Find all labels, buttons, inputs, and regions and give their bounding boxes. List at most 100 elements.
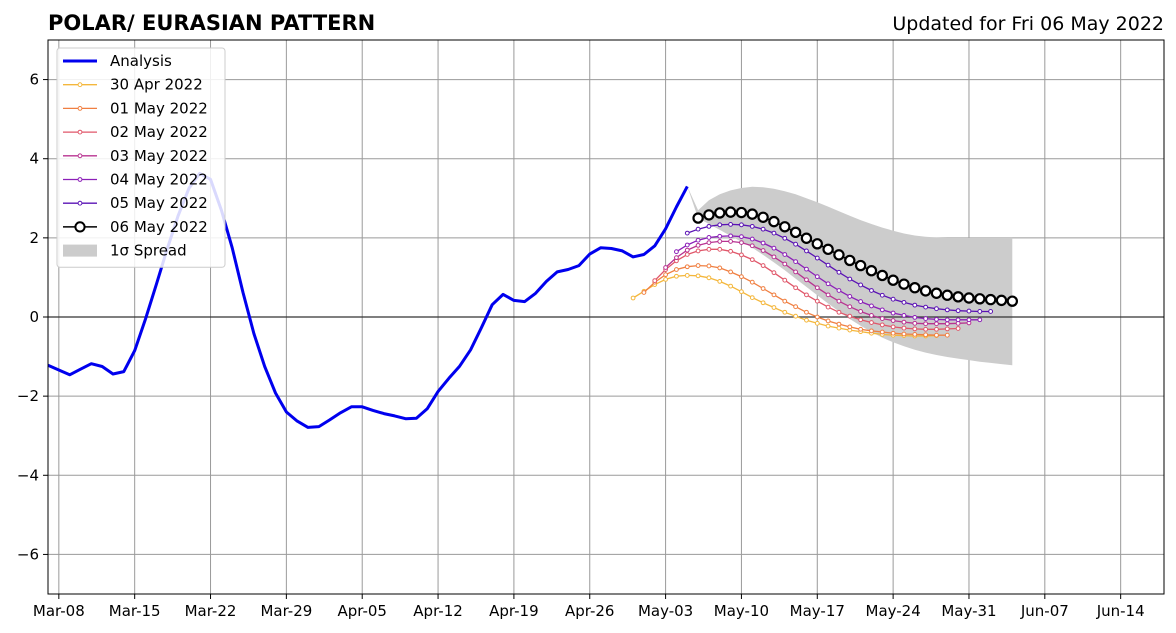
- x-tick-label: Mar-15: [109, 602, 161, 620]
- y-tick-label: 2: [29, 229, 39, 247]
- forecast-point: [930, 287, 943, 299]
- legend-item: 30 Apr 2022: [63, 76, 203, 94]
- legend-label: 1σ Spread: [110, 242, 187, 260]
- forecast-point: [919, 285, 932, 297]
- forecast-point: [952, 291, 964, 303]
- forecast-point: [909, 282, 921, 294]
- forecast-point: [833, 249, 845, 261]
- forecast-point: [944, 326, 950, 332]
- legend-label: 05 May 2022: [110, 194, 208, 212]
- analysis-line: [47, 171, 689, 429]
- forecast-point: [879, 316, 885, 321]
- forecast-point: [782, 261, 788, 267]
- forecast-point: [782, 235, 788, 241]
- forecast-point: [703, 209, 715, 221]
- forecast-point: [876, 269, 888, 282]
- forecast-point: [836, 298, 842, 304]
- forecast-point: [804, 248, 809, 254]
- x-tick-label: May-24: [866, 602, 921, 620]
- forecast-point: [641, 290, 647, 295]
- forecast-point: [793, 304, 799, 310]
- forecast-point: [825, 304, 831, 310]
- forecast-point: [814, 274, 820, 280]
- forecast-point: [858, 282, 864, 288]
- forecast-point: [749, 257, 755, 263]
- forecast-point: [800, 232, 813, 244]
- forecast-point: [869, 328, 874, 334]
- forecast-point: [890, 318, 896, 323]
- forecast-point: [836, 309, 842, 315]
- forecast-point: [901, 325, 907, 331]
- forecast-point: [663, 265, 668, 270]
- forecast-point: [717, 239, 723, 244]
- forecast-series: [652, 246, 961, 332]
- forecast-point: [825, 262, 831, 268]
- forecast-point: [923, 326, 929, 332]
- forecast-point: [847, 324, 853, 330]
- forecast-point: [934, 316, 939, 322]
- forecast-point: [728, 248, 734, 254]
- forecast-series: [692, 206, 1019, 307]
- forecast-point: [858, 299, 864, 304]
- forecast-point: [695, 263, 701, 268]
- forecast-point: [912, 302, 918, 308]
- legend-patch: [63, 244, 97, 257]
- forecast-point: [1006, 295, 1019, 307]
- forecast-point: [782, 309, 788, 315]
- forecast-point: [706, 235, 712, 240]
- forecast-point: [749, 223, 755, 229]
- forecast-point: [728, 222, 734, 227]
- forecast-point: [724, 206, 737, 218]
- forecast-point: [717, 246, 723, 252]
- x-tick-label: Apr-12: [413, 602, 463, 620]
- forecast-point: [901, 319, 907, 325]
- forecast-point: [944, 307, 950, 313]
- forecast-series: [674, 233, 983, 323]
- legend-item: 05 May 2022: [63, 194, 208, 212]
- chart-title: POLAR/ EURASIAN PATTERN: [48, 11, 375, 35]
- forecast-point: [739, 222, 744, 228]
- legend-item: 02 May 2022: [63, 123, 208, 141]
- forecast-point: [717, 222, 723, 228]
- forecast-point: [760, 286, 766, 291]
- forecast-point: [879, 307, 885, 313]
- forecast-point: [836, 325, 842, 331]
- forecast-point: [782, 298, 788, 304]
- forecast-point: [879, 322, 885, 328]
- forecast-point: [923, 304, 929, 310]
- legend-box: [56, 47, 226, 268]
- forecast-point: [912, 314, 918, 320]
- forecast-point: [728, 233, 734, 239]
- forecast-point: [955, 317, 961, 323]
- forecast-point: [760, 300, 766, 306]
- forecast-point: [901, 331, 907, 337]
- forecast-point: [630, 295, 636, 301]
- x-tick-label: Jun-14: [1096, 602, 1145, 620]
- forecast-point: [684, 264, 690, 270]
- forecast-point: [869, 320, 874, 325]
- forecast-point: [879, 329, 885, 335]
- forecast-point: [804, 317, 809, 323]
- forecast-point: [728, 239, 734, 244]
- forecast-point: [706, 240, 712, 246]
- forecast-point: [789, 226, 802, 239]
- legend-label: 04 May 2022: [110, 171, 208, 189]
- forecast-point: [695, 242, 701, 248]
- forecast-point: [793, 313, 799, 319]
- forecast-point: [814, 314, 820, 320]
- forecast-point: [923, 316, 929, 321]
- forecast-point: [944, 321, 950, 327]
- forecast-point: [890, 310, 896, 316]
- legend-marker: [77, 200, 83, 206]
- forecast-point: [782, 252, 788, 257]
- forecast-point: [844, 254, 856, 267]
- forecast-point: [814, 320, 820, 326]
- legend-label: 01 May 2022: [110, 99, 208, 117]
- forecast-point: [717, 233, 723, 239]
- legend-marker: [77, 177, 83, 182]
- y-tick-label: −4: [17, 466, 39, 484]
- forecast-point: [728, 269, 734, 275]
- forecast-point: [768, 215, 780, 228]
- forecast-point: [714, 207, 726, 219]
